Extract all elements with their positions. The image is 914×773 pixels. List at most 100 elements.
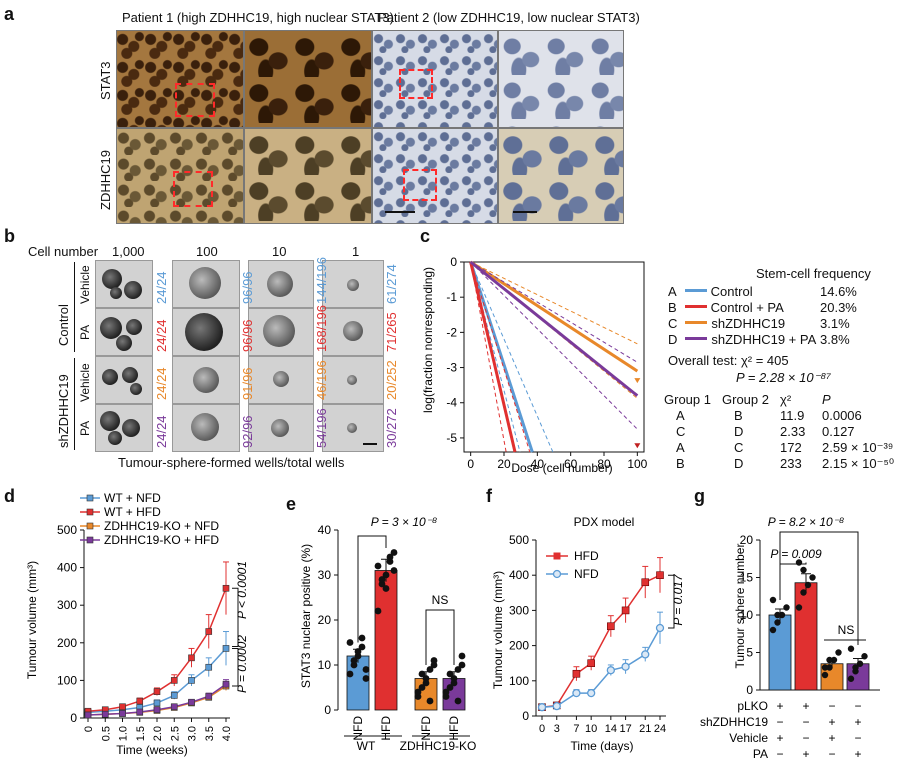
- c-legend-freq: 3.8%: [820, 332, 850, 347]
- c-ci-line: [470, 261, 521, 453]
- c-table-cell: C: [676, 424, 686, 439]
- g-row-sign: −: [828, 747, 835, 761]
- e-datapoint: [358, 634, 366, 642]
- g-row-sign: −: [802, 715, 809, 729]
- c-ci-line: [470, 261, 638, 345]
- e-datapoint: [418, 670, 426, 678]
- row-label-stat3: STAT3: [98, 61, 113, 100]
- c-legend-swatch: [684, 289, 707, 293]
- g-datapoint: [852, 664, 859, 671]
- zoom-box: [175, 83, 215, 117]
- zoom-box: [399, 69, 433, 99]
- count-label: 92/96: [240, 415, 255, 448]
- e-datapoint: [346, 639, 354, 646]
- g-row-sign: +: [828, 715, 835, 729]
- treat-pa-2: PA: [78, 420, 92, 436]
- d-xtick-label: 2.0: [152, 726, 164, 741]
- c-ci-line: [470, 261, 638, 430]
- g-row-sign: +: [802, 699, 809, 713]
- e-datapoint: [418, 684, 426, 691]
- g-datapoint: [804, 581, 812, 589]
- c-legend-swatch: [685, 321, 708, 325]
- d-xtick-label: 1.5: [135, 726, 147, 741]
- count-label: 24/24: [154, 415, 169, 448]
- e-datapoint: [354, 648, 362, 655]
- d-point: [84, 711, 92, 719]
- c-ci-line: [470, 261, 507, 453]
- treat-pa-1: PA: [78, 324, 92, 340]
- g-row-sign: −: [802, 731, 809, 745]
- sphere-image: [172, 404, 240, 452]
- g-row-sign: +: [776, 731, 783, 745]
- e-datapoint: [382, 571, 390, 579]
- c-legend-name: Control: [710, 284, 753, 299]
- c-table-cell: B: [676, 456, 685, 471]
- c-legend-name: shZDHHC19: [711, 316, 786, 331]
- g-row-sign: +: [854, 747, 861, 761]
- micrograph-p1-stat3: [116, 30, 244, 128]
- d-point: [153, 699, 161, 707]
- g-datapoint: [774, 619, 781, 626]
- c-xtick-label: 20: [497, 457, 511, 471]
- micrograph-p2-zdhhc19-zoom: [498, 128, 624, 224]
- c-table-cell: 0.127: [822, 424, 855, 439]
- c-xtick-label: 0: [467, 457, 474, 471]
- g-ytick-label: 10: [740, 608, 754, 622]
- e-bar: [346, 655, 370, 711]
- c-table-cell: A: [676, 408, 685, 423]
- f-point: [572, 669, 581, 678]
- f-point: [537, 703, 547, 712]
- count-label: 168/196: [314, 305, 329, 352]
- sphere-image: [322, 308, 384, 356]
- sphere-image: [248, 308, 314, 356]
- g-datapoint: [830, 656, 838, 664]
- micrograph-p1-stat3-zoom: [244, 30, 372, 128]
- c-table-cell: A: [676, 440, 685, 455]
- c-legend-swatch: [685, 337, 708, 341]
- d-xlabel: Time (weeks): [116, 743, 188, 757]
- f-legend-marker: [553, 552, 561, 560]
- panel-label-d: d: [4, 486, 15, 506]
- bracket-line: [74, 358, 75, 450]
- zoom-box: [173, 171, 213, 207]
- g-datapoint: [821, 664, 829, 671]
- bracket-line: [74, 262, 75, 352]
- d-ytick-label: 0: [70, 711, 77, 725]
- g-bar: [794, 582, 818, 691]
- f-point: [641, 578, 650, 587]
- e-datapoint: [390, 549, 398, 556]
- f-point: [552, 701, 561, 711]
- e-datapoint: [374, 607, 382, 615]
- patient2-title: Patient 2 (low ZDHHC19, low nuclear STAT…: [378, 10, 640, 25]
- count-label: 61/274: [384, 264, 399, 304]
- f-xtick-label: 24: [654, 723, 666, 735]
- count-label: 24/24: [154, 367, 169, 400]
- c-series-line: [469, 260, 639, 397]
- c-series-line: [469, 261, 517, 453]
- g-bar: [768, 614, 792, 691]
- e-datapoint: [362, 666, 370, 673]
- e-datapoint: [350, 657, 358, 664]
- g-ytick-label: 0: [746, 683, 753, 697]
- c-legend-freq: 3.1%: [820, 316, 850, 331]
- sphere-image: [248, 356, 314, 404]
- g-datapoint: [800, 589, 807, 596]
- d-xtick-label: 2.5: [169, 726, 181, 741]
- c-xtick-label: 60: [564, 457, 578, 471]
- panel-c-chart: log(fraction nonresponding) 0 20 40 60 80 100…: [421, 255, 648, 475]
- c-ytick-label: -4: [446, 396, 457, 410]
- e-category-label: NFD: [351, 716, 365, 741]
- panel-label-a: a: [4, 4, 15, 24]
- f-point: [621, 606, 630, 615]
- f-bracket: [668, 574, 675, 629]
- count-label: 24/24: [154, 271, 169, 304]
- d-legend-marker: [86, 508, 94, 516]
- g-datapoint: [783, 604, 790, 611]
- c-legend-freq: 20.3%: [820, 300, 857, 315]
- d-p2: P = 0.0002: [235, 635, 249, 693]
- f-legend-marker: [552, 569, 562, 579]
- d-point: [153, 706, 161, 714]
- f-xtick-label: 10: [585, 723, 597, 735]
- c-ci-line: [470, 261, 638, 363]
